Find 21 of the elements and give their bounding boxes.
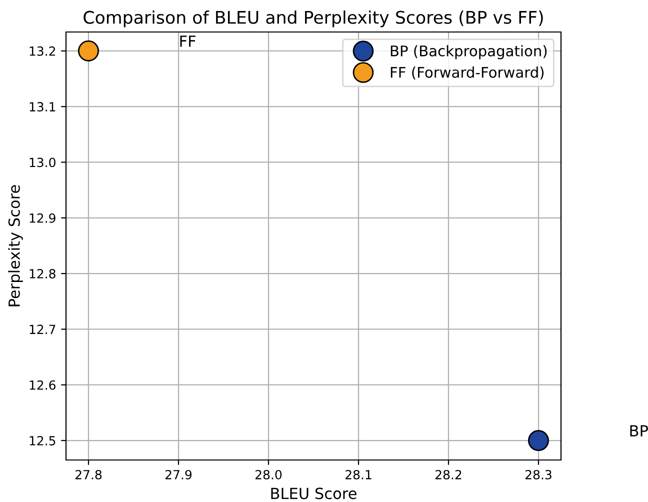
y-tick-label: 13.2 <box>30 46 56 56</box>
x-tick-label: 28.2 <box>436 470 462 480</box>
x-tick-label: 28.0 <box>256 470 282 480</box>
chart-title: Comparison of BLEU and Perplexity Scores (BP vs FF) <box>84 10 543 28</box>
x-tick-label: 28.3 <box>526 470 552 480</box>
y-tick-label: 12.8 <box>30 269 56 278</box>
x-tick-label: 27.9 <box>166 470 192 480</box>
y-tick-label: 12.6 <box>30 380 56 390</box>
y-tick-label: 13.0 <box>30 158 56 168</box>
x-tick-label: 28.1 <box>346 470 372 480</box>
legend-label: FF (Forward-Forward) <box>390 66 544 80</box>
y-axis-title: Perplexity Score <box>8 185 23 306</box>
y-tick-label: 12.5 <box>30 436 56 446</box>
y-tick-label: 12.7 <box>30 324 56 334</box>
legend-label: BP (Backpropagation) <box>390 45 547 60</box>
text: BP <box>630 425 648 436</box>
y-tick-label: 13.1 <box>30 102 56 112</box>
x-tick-label: 27.8 <box>76 470 102 480</box>
y-tick-label: 12.9 <box>30 213 56 223</box>
x-axis-title: BLEU Score <box>271 488 356 500</box>
annotation: FF <box>180 36 196 47</box>
